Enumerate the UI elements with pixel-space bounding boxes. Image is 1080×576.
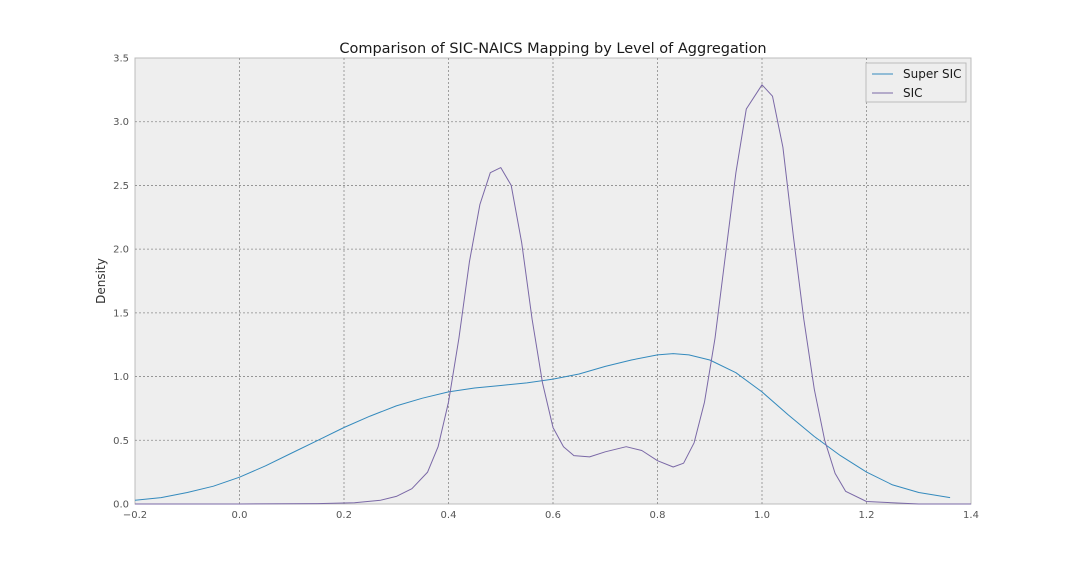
x-axis: −0.2 0.0 0.2 0.4 0.6 0.8 1.0 1.2 1.4 — [123, 510, 979, 521]
series-line-super-sic — [134, 353, 951, 501]
y-tick-label: 3.5 — [113, 54, 129, 65]
x-tick-label: 0.0 — [232, 510, 248, 521]
x-tick-label: 0.4 — [441, 510, 457, 521]
y-tick-label: 0.5 — [113, 436, 129, 447]
x-tick-label: 0.8 — [650, 510, 666, 521]
y-axis: 0.0 0.5 1.0 1.5 2.0 2.5 3.0 3.5 — [113, 54, 129, 511]
legend-label: SIC — [903, 86, 923, 100]
y-tick-label: 0.0 — [113, 500, 129, 511]
x-tick-label: 1.2 — [859, 510, 875, 521]
x-tick-label: 0.2 — [336, 510, 352, 521]
y-tick-label: 1.5 — [113, 308, 129, 319]
y-tick-label: 2.0 — [113, 245, 129, 256]
legend-box — [865, 62, 967, 103]
y-axis-label: Density — [94, 258, 108, 304]
plot-area — [134, 57, 972, 505]
chart-title: Comparison of SIC-NAICS Mapping by Level… — [339, 41, 766, 57]
legend: Super SIC SIC — [865, 62, 967, 103]
x-tick-label: 1.0 — [754, 510, 770, 521]
x-tick-label: 1.4 — [963, 510, 979, 521]
y-tick-label: 2.5 — [113, 181, 129, 192]
x-tick-label: 0.6 — [545, 510, 561, 521]
grid-lines — [135, 58, 971, 504]
x-tick-label: −0.2 — [123, 510, 147, 521]
series-lines — [134, 84, 971, 505]
y-tick-label: 1.0 — [113, 372, 129, 383]
y-tick-label: 3.0 — [113, 117, 129, 128]
series-line-sic — [135, 84, 971, 505]
legend-label: Super SIC — [903, 67, 962, 81]
